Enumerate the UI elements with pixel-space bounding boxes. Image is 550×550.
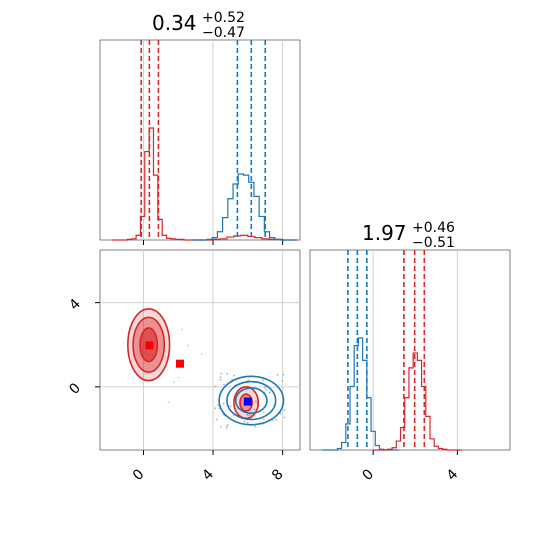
scatter-point — [243, 421, 246, 423]
scatter-point — [281, 379, 284, 382]
scatter-point — [233, 374, 236, 377]
x-tick-label-joint: 4 — [199, 466, 217, 484]
scatter-point — [268, 391, 271, 394]
scatter-point — [250, 414, 253, 416]
scatter-point — [214, 407, 217, 410]
scatter-point — [262, 411, 265, 414]
contour-level-2-2 — [218, 375, 285, 426]
histogram-series-2 — [191, 173, 295, 241]
truth-marker-1 — [176, 359, 184, 368]
scatter-point — [164, 356, 167, 359]
x-tick-label-joint: 8 — [269, 466, 287, 484]
title-top-left-minus: −0.47 — [202, 25, 245, 41]
scatter-point — [246, 414, 249, 417]
scatter-point — [181, 328, 183, 331]
scatter-point — [263, 386, 266, 389]
title-top-left-plus: +0.52 — [202, 10, 245, 26]
scatter-point — [219, 425, 222, 428]
scatter-point — [226, 373, 229, 375]
scatter-point — [223, 383, 225, 386]
histogram-series-1 — [372, 352, 462, 451]
scatter-point — [167, 401, 170, 404]
scatter-point — [186, 344, 189, 347]
scatter-point — [247, 379, 250, 382]
title-top-left: 0.34 +0.52 −0.47 — [152, 10, 245, 41]
scatter-point — [276, 373, 279, 376]
truth-marker-0 — [145, 341, 154, 350]
y-tick-label-joint: 0 — [66, 380, 84, 398]
panel-frame — [309, 249, 511, 451]
scatter-point — [248, 414, 251, 416]
title-bottom-right-minus: −0.51 — [412, 235, 455, 251]
title-bottom-right-value: 1.97 — [362, 221, 407, 245]
truth-marker-2 — [243, 397, 252, 406]
scatter-point — [177, 376, 180, 379]
scatter-point — [262, 418, 265, 421]
histogram-series-0 — [112, 127, 204, 241]
scatter-point — [173, 381, 175, 384]
scatter-point — [265, 388, 268, 391]
scatter-point — [226, 424, 229, 427]
x-tick-label-joint: 0 — [130, 466, 148, 484]
panel-frame — [99, 39, 301, 241]
scatter-point — [219, 376, 222, 379]
scatter-point — [262, 379, 264, 382]
histogram-series-1 — [198, 234, 298, 241]
scatter-point — [283, 416, 286, 419]
contour-level-2-1 — [226, 380, 277, 421]
contour-level-2-0 — [234, 387, 268, 414]
scatter-point — [283, 409, 286, 412]
y-tick-label-joint: 4 — [66, 296, 84, 314]
scatter-point — [215, 418, 218, 421]
title-bottom-right-plus: +0.46 — [412, 220, 455, 236]
scatter-point — [253, 408, 256, 411]
scatter-point — [217, 404, 220, 407]
scatter-point — [219, 378, 222, 381]
scatter-point — [220, 372, 223, 375]
x-tick-label-right: 4 — [444, 466, 462, 484]
marginal-histogram-x — [99, 39, 301, 245]
scatter-point — [275, 419, 278, 421]
x-tick-label-right: 0 — [360, 466, 378, 484]
marginal-histogram-y — [309, 249, 511, 455]
scatter-point — [222, 402, 225, 405]
histogram-series-0 — [322, 337, 399, 451]
title-bottom-right: 1.97 +0.46 −0.51 — [362, 220, 455, 251]
scatter-point — [229, 405, 232, 408]
title-top-left-value: 0.34 — [152, 11, 197, 35]
scatter-point — [254, 425, 257, 428]
scatter-point — [214, 385, 217, 388]
scatter-point — [200, 353, 203, 355]
scatter-point — [246, 422, 249, 424]
scatter-point — [225, 426, 228, 429]
joint-contour-panel — [95, 249, 301, 455]
scatter-point — [282, 373, 285, 376]
scatter-point — [254, 400, 257, 403]
